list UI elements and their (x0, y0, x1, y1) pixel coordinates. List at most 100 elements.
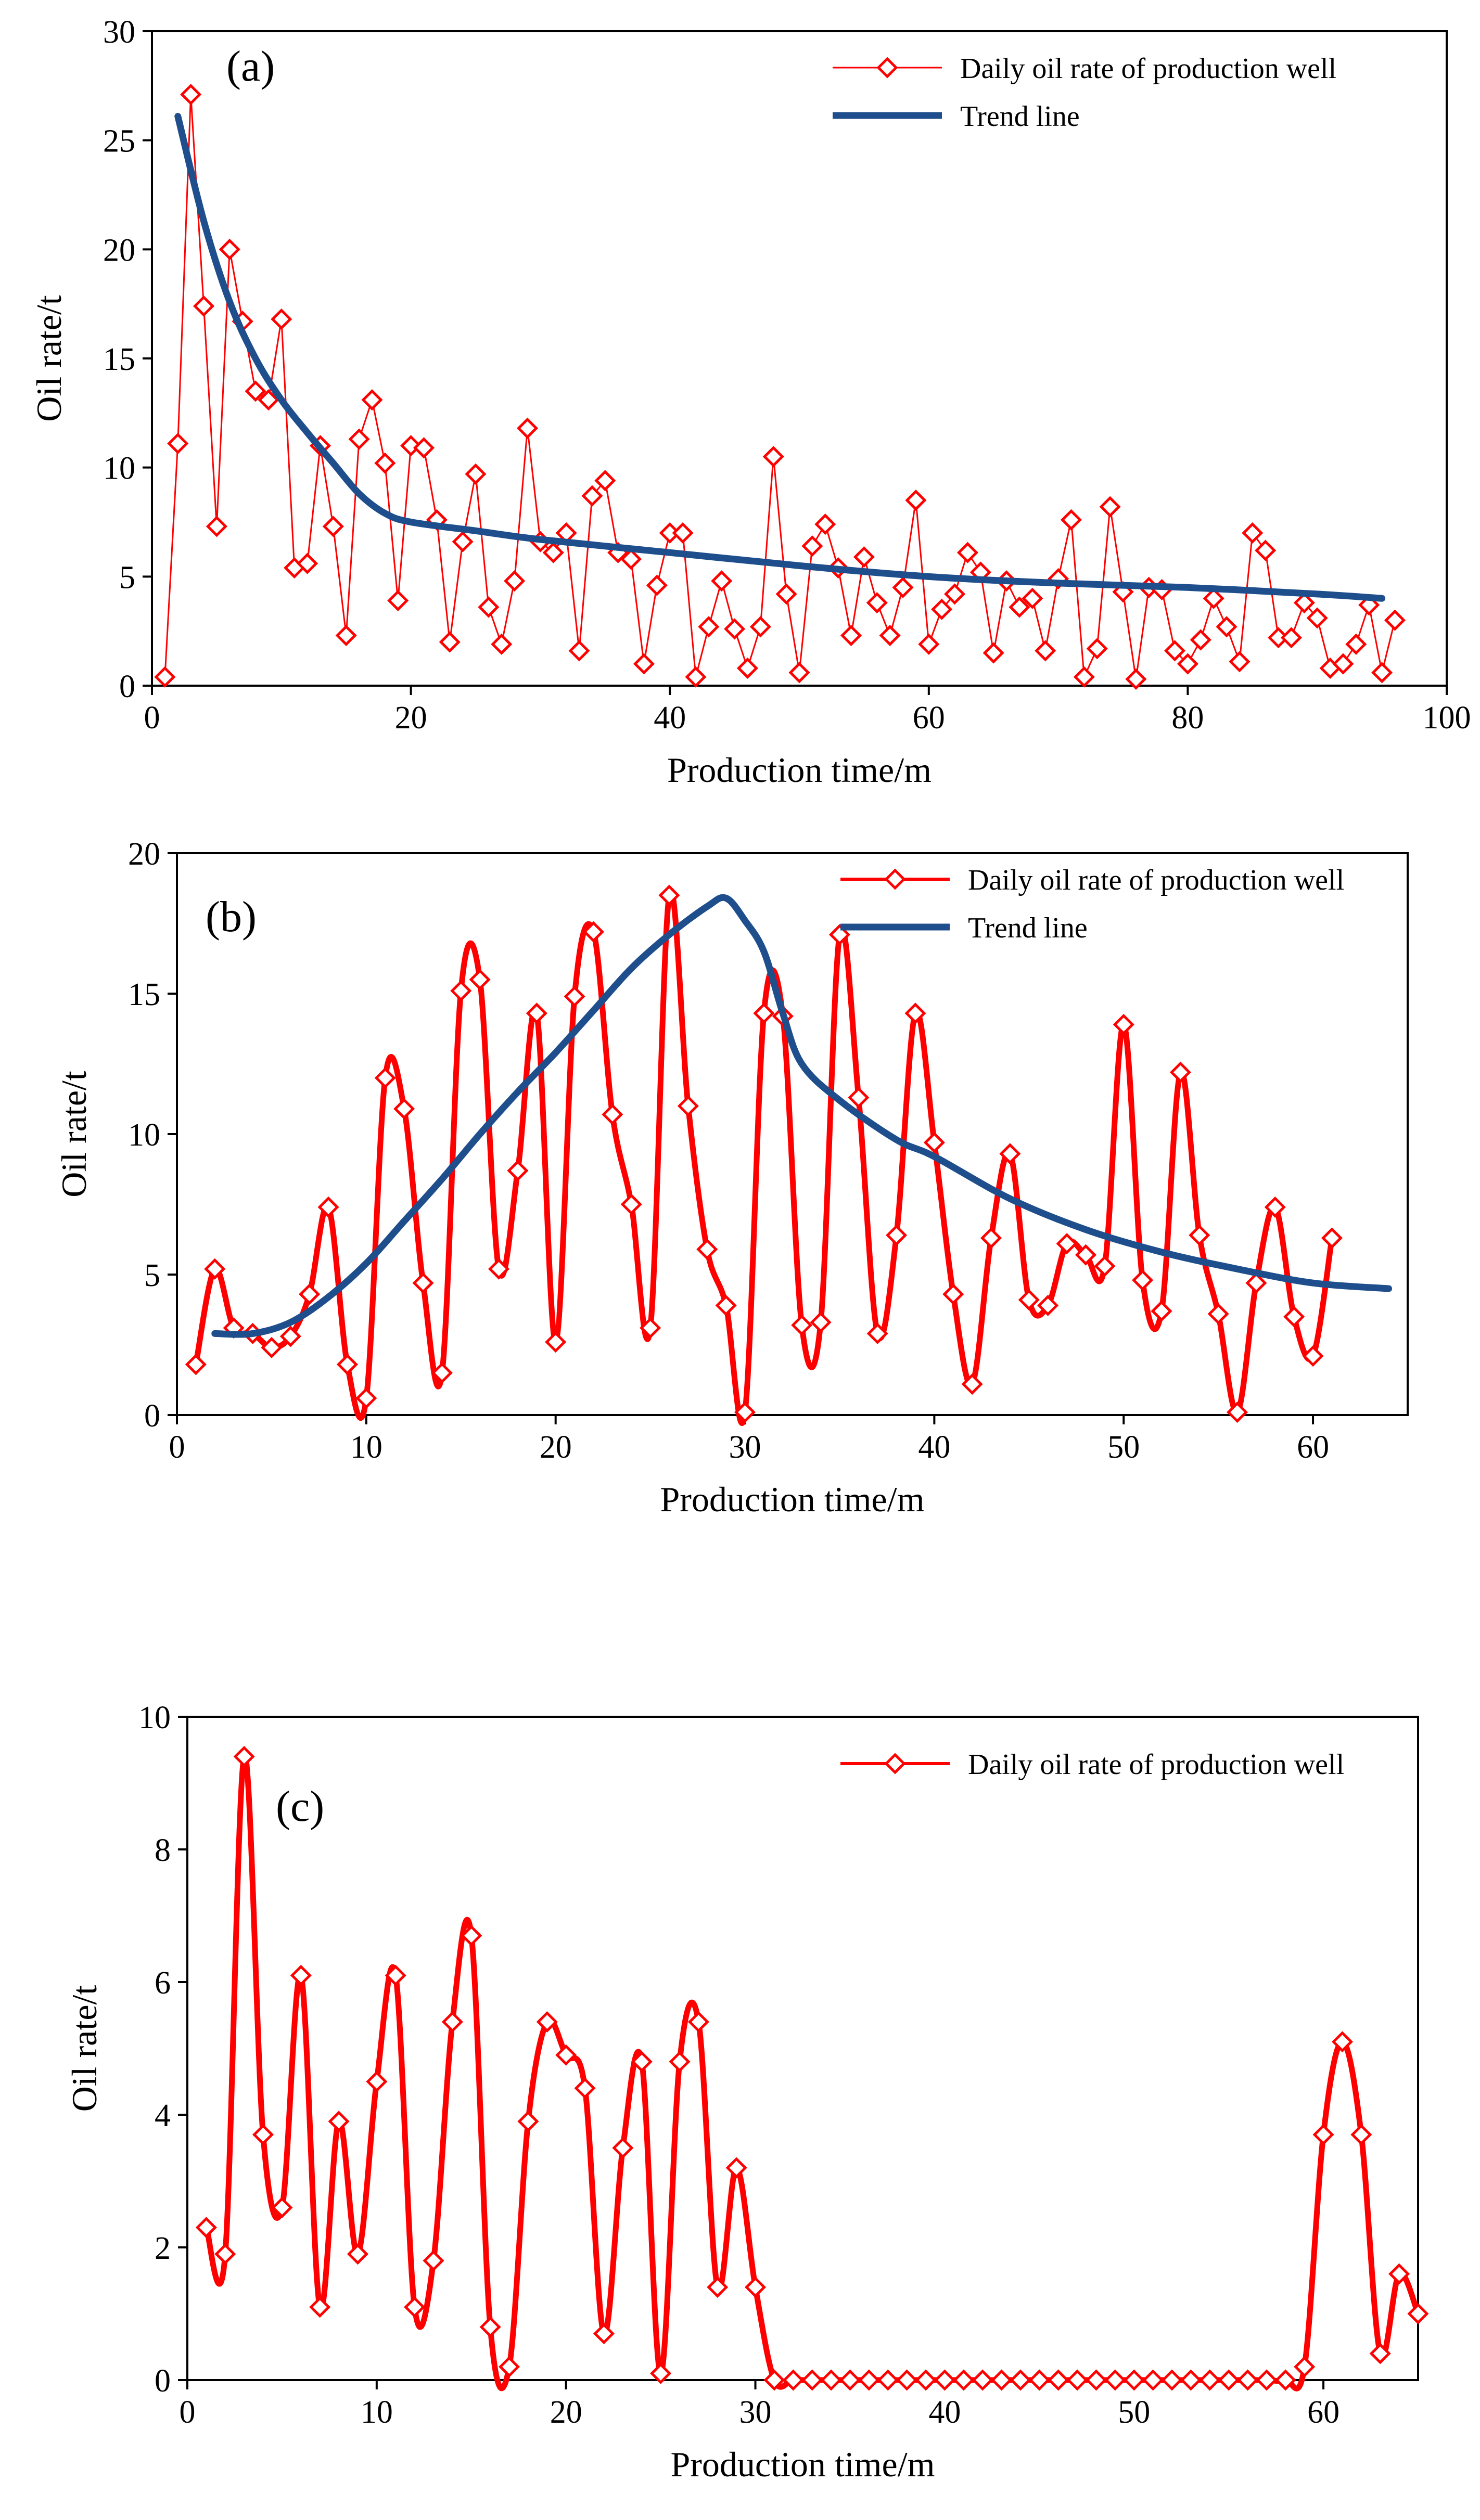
data-point-marker (736, 657, 759, 679)
data-point-marker (1073, 666, 1095, 688)
x-tick-label: 0 (169, 1430, 185, 1465)
data-point-marker (385, 1964, 406, 1986)
data-point-marker (336, 1354, 358, 1375)
data-point-marker (1010, 2369, 1031, 2391)
data-point-marker (1203, 587, 1224, 609)
data-point-marker (1350, 2124, 1372, 2145)
data-point-marker (297, 552, 318, 574)
data-point-marker (1060, 509, 1082, 531)
legend-swatch-marker (876, 57, 898, 79)
data-point-marker (801, 535, 823, 557)
data-point-marker (612, 2137, 634, 2159)
data-point-marker (886, 1224, 908, 1246)
data-point-marker (1190, 629, 1211, 651)
x-tick-label: 0 (180, 2395, 196, 2430)
data-point-marker (904, 1002, 926, 1024)
data-point-marker (361, 389, 383, 411)
data-point-marker (1151, 1300, 1172, 1322)
data-point-marker (724, 618, 746, 640)
data-point-marker (745, 2276, 767, 2298)
y-tick-label: 5 (119, 560, 135, 595)
y-tick-label: 6 (155, 1965, 171, 2001)
data-point-marker (299, 1283, 321, 1305)
data-point-marker (602, 1103, 623, 1125)
data-point-marker (840, 625, 862, 647)
y-axis-label: Oil rate/t (54, 1071, 94, 1198)
daily-oil-rate-line (193, 888, 1335, 1426)
data-point-marker (1094, 1255, 1116, 1277)
data-point-marker (328, 2111, 350, 2132)
data-point-marker (536, 2011, 558, 2033)
data-point-marker (1132, 1269, 1154, 1291)
data-point-marker (734, 1402, 756, 1423)
data-point-marker (1274, 2369, 1296, 2391)
data-point-marker (646, 574, 668, 596)
chart-svg: 0 20 40 60 80 100 0 5 10 15 20 25 30 Production time/… (29, 15, 1471, 790)
x-tick-label: 10 (361, 2395, 393, 2430)
data-point-marker (1407, 2303, 1429, 2325)
data-point-marker (1280, 627, 1302, 649)
data-point-marker (542, 542, 564, 563)
data-point-marker (1384, 609, 1406, 631)
chart-panel-b: 0 10 20 30 40 50 60 0 5 10 15 20 Production time/m Oi… (0, 832, 1480, 1670)
data-point-marker (1245, 1272, 1267, 1294)
data-point-marker (999, 1143, 1021, 1165)
data-point-marker (1086, 638, 1108, 660)
data-point-marker (1022, 587, 1043, 609)
data-point-marker (366, 2071, 388, 2092)
data-point-marker (290, 1964, 312, 1986)
data-point-marker (698, 616, 720, 638)
daily-oil-rate-line (203, 1753, 1421, 2392)
data-point-marker (348, 428, 370, 450)
legend: Daily oil rate of production well Trend l… (833, 53, 1336, 133)
data-point-marker (858, 2369, 880, 2391)
chart-svg: 0 10 20 30 40 50 60 0 2 4 6 8 10 Production time/m Oil… (65, 1700, 1429, 2484)
data-point-marker (1306, 607, 1328, 629)
y-tick-label: 5 (144, 1258, 160, 1293)
data-point-marker (953, 2369, 975, 2391)
data-point-marker (582, 921, 604, 943)
data-point-marker (465, 463, 487, 485)
data-point-marker (687, 2011, 709, 2033)
legend-entry-label: Daily oil rate of production well (968, 1748, 1344, 1781)
data-point-marker (1332, 653, 1354, 675)
y-tick-label: 15 (103, 342, 135, 377)
legend-entry-label: Trend line (968, 912, 1088, 944)
legend-entry-label: Daily oil rate of production well (960, 53, 1336, 85)
x-tick-label: 40 (654, 700, 686, 736)
data-point-marker (931, 598, 953, 620)
data-point-marker (1227, 1402, 1248, 1423)
data-point-marker (252, 2124, 274, 2145)
data-point-marker (762, 446, 784, 468)
data-point-marker (219, 238, 240, 260)
data-point-marker (1345, 633, 1367, 655)
data-point-marker (707, 2276, 729, 2298)
data-point-marker (983, 642, 1004, 664)
data-point-marker (1142, 2369, 1164, 2391)
data-point-marker (633, 653, 655, 675)
data-point-marker (669, 2051, 691, 2073)
data-point-marker (1312, 2124, 1334, 2145)
data-point-marker (972, 2369, 993, 2391)
y-tick-label: 20 (103, 233, 135, 268)
x-tick-label: 40 (918, 1430, 950, 1465)
data-point-marker (1169, 1061, 1191, 1083)
x-tick-label: 100 (1423, 700, 1471, 736)
data-point-marker (892, 576, 914, 598)
data-point-marker (896, 2369, 918, 2391)
data-point-marker (1255, 539, 1277, 561)
x-axis-label: Production time/m (660, 1480, 924, 1519)
data-point-marker (271, 2196, 293, 2219)
y-tick-label: 0 (144, 1398, 160, 1434)
data-point-marker (775, 583, 797, 605)
legend: Daily oil rate of production well (840, 1748, 1344, 1781)
data-point-marker (685, 666, 707, 688)
panel-label: (c) (276, 1782, 324, 1831)
data-point-marker (1216, 616, 1237, 638)
data-point-marker (677, 1095, 699, 1117)
data-point-marker (387, 589, 409, 611)
data-point-marker (374, 1067, 396, 1089)
data-point-marker (877, 2369, 899, 2391)
data-point-marker (581, 485, 603, 507)
plot-area-frame (186, 1716, 1419, 2381)
